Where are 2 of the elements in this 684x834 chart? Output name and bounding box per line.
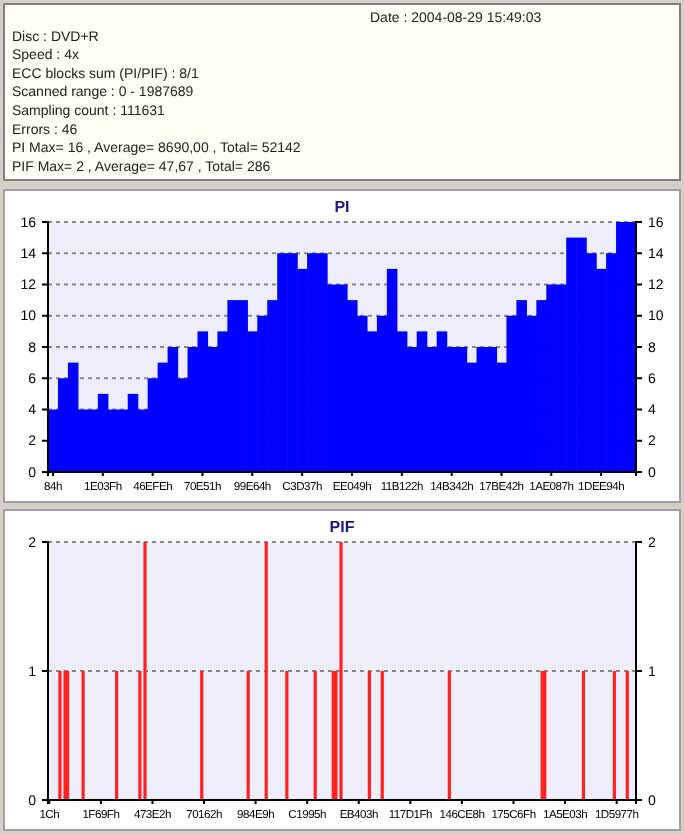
chart-title: PI (334, 198, 350, 216)
chart-title: PIF (329, 518, 355, 536)
